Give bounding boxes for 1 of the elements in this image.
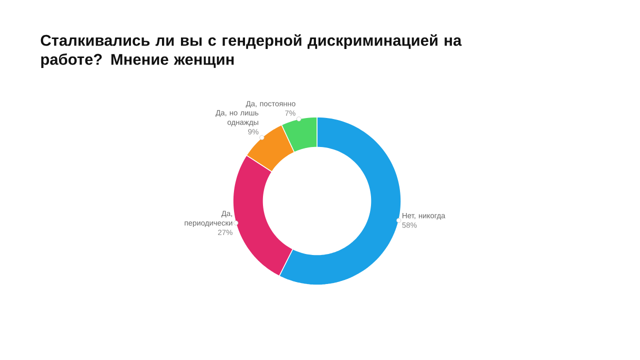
chart-title: Сталкивались ли вы с гендерной дискриминацией на работе? Мнение женщин [40,34,462,68]
